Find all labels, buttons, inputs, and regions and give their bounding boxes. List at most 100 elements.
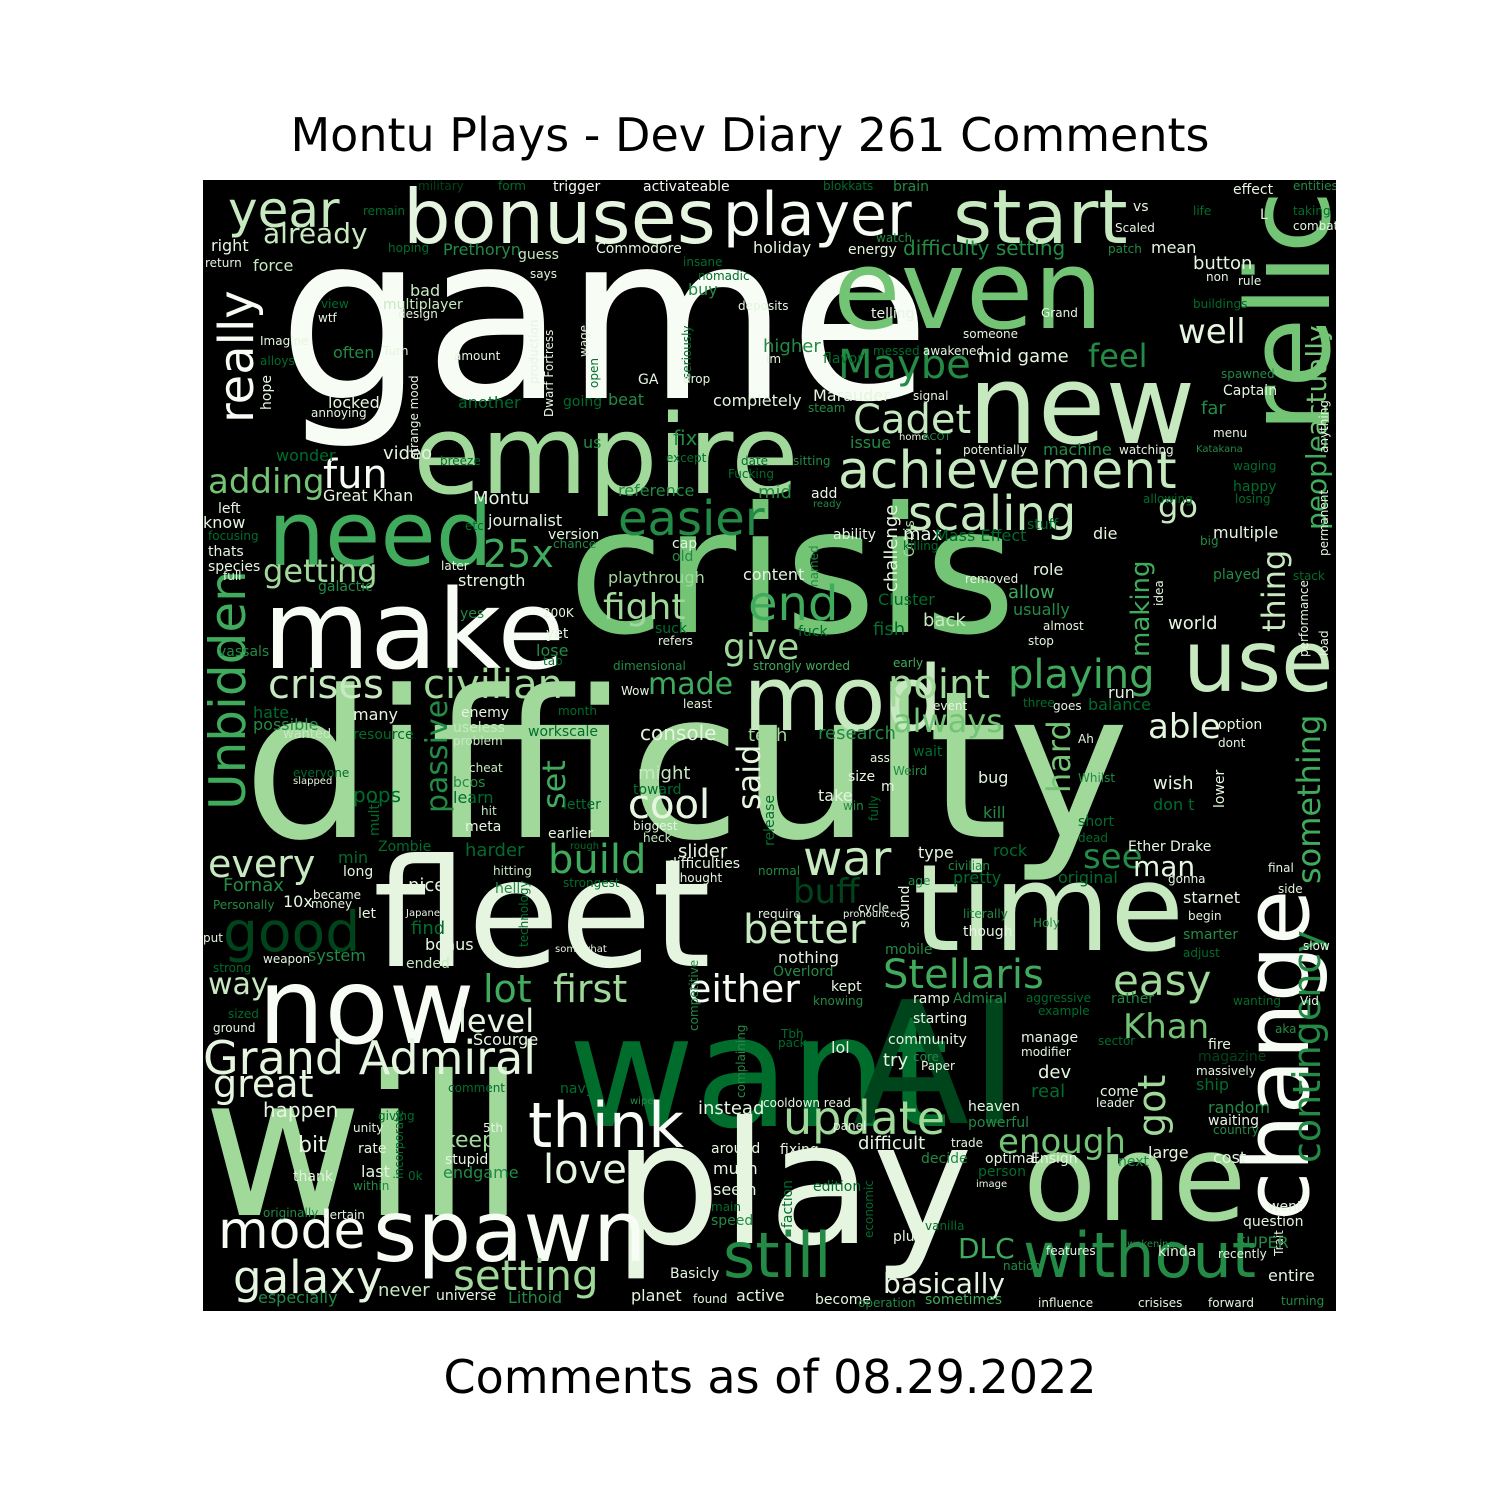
cloud-word: fun bbox=[323, 452, 388, 498]
cloud-word: either bbox=[688, 967, 800, 1011]
cloud-word: Ether Drake bbox=[1128, 839, 1212, 855]
cloud-word: every bbox=[208, 842, 316, 886]
cloud-word: decide bbox=[921, 1151, 968, 1167]
cloud-word: rather bbox=[1111, 991, 1155, 1007]
cloud-word: faction bbox=[780, 1179, 796, 1228]
cloud-word: will bbox=[203, 1034, 526, 1261]
cloud-word: Ah bbox=[1078, 732, 1094, 746]
cloud-word: add bbox=[811, 486, 838, 502]
cloud-word: run bbox=[1108, 683, 1135, 702]
cloud-word: wait bbox=[913, 744, 943, 760]
cloud-word: playthrough bbox=[608, 568, 705, 587]
cloud-word: 10x bbox=[283, 892, 313, 911]
cloud-word: chance bbox=[553, 537, 597, 551]
cloud-word: open bbox=[587, 358, 601, 388]
cloud-word: random bbox=[1208, 1098, 1271, 1117]
cloud-word: permanent bbox=[1317, 489, 1331, 556]
cloud-word: Imagine bbox=[260, 334, 309, 348]
cloud-word: galaxy bbox=[233, 1251, 383, 1304]
cloud-word: useless bbox=[453, 720, 505, 736]
cloud-word: month bbox=[558, 704, 597, 718]
cloud-word: Montu bbox=[473, 488, 530, 509]
footer-caption: Comments as of 08.29.2022 bbox=[443, 1350, 1097, 1404]
cloud-word: hit bbox=[481, 804, 497, 818]
cloud-word: Ensign bbox=[1031, 1151, 1078, 1167]
cloud-word: giving bbox=[378, 1109, 415, 1123]
cloud-word: became bbox=[313, 888, 362, 902]
cloud-word: massively bbox=[1196, 1064, 1256, 1078]
cloud-word: strongly worded bbox=[753, 659, 850, 673]
cloud-word: difficulty setting bbox=[903, 236, 1066, 260]
cloud-word: ACOT bbox=[923, 432, 951, 443]
cloud-word: form bbox=[498, 180, 526, 193]
cloud-word: Unbidden bbox=[203, 570, 257, 810]
cloud-word: already bbox=[263, 217, 368, 250]
cloud-word: question bbox=[1243, 1214, 1304, 1230]
cloud-word: Dwarf Fortress bbox=[542, 329, 556, 417]
cloud-word: Cadet bbox=[853, 397, 972, 443]
cloud-word: early bbox=[893, 656, 924, 670]
cloud-word: competitive bbox=[687, 959, 701, 1031]
cloud-word: played bbox=[1213, 567, 1261, 583]
cloud-word: Fucking bbox=[728, 467, 774, 481]
cloud-word: edition bbox=[813, 1179, 862, 1195]
cloud-word: idea bbox=[1152, 580, 1166, 606]
cloud-word: Grand bbox=[1041, 306, 1078, 320]
cloud-word: possible bbox=[253, 715, 319, 734]
cloud-word: taking bbox=[1293, 204, 1331, 218]
cloud-word: focusing bbox=[208, 529, 259, 543]
cloud-word: win bbox=[843, 799, 864, 813]
cloud-word: load bbox=[1317, 630, 1331, 656]
cloud-word: die bbox=[1093, 524, 1118, 543]
cloud-word: dont bbox=[1218, 736, 1246, 750]
cloud-word: kinda bbox=[1158, 1244, 1197, 1260]
cloud-word: menu bbox=[1213, 426, 1248, 440]
cloud-word: normal bbox=[758, 864, 801, 878]
cloud-word: money bbox=[311, 897, 353, 911]
cloud-word: sound bbox=[897, 885, 913, 929]
cloud-word: end bbox=[748, 576, 839, 632]
cloud-word: knowing bbox=[813, 994, 864, 1008]
cloud-word: Japanese bbox=[406, 908, 452, 919]
cloud-word: aka bbox=[1275, 1022, 1297, 1036]
cloud-word: activateable bbox=[643, 180, 730, 195]
cloud-word: full bbox=[223, 569, 242, 583]
cloud-word: bonus bbox=[425, 935, 474, 954]
cloud-word: went bbox=[1268, 1199, 1303, 1215]
cloud-word: m bbox=[881, 779, 895, 795]
cloud-word: think bbox=[528, 1089, 685, 1162]
cloud-word: stack bbox=[1293, 569, 1325, 583]
cloud-word: happen bbox=[263, 1098, 339, 1122]
cloud-word: tab bbox=[543, 654, 563, 668]
cloud-word: now bbox=[258, 946, 475, 1068]
cloud-word: says bbox=[530, 267, 557, 281]
cloud-word: GA bbox=[638, 372, 659, 388]
cloud-word: cost bbox=[1213, 1148, 1247, 1167]
cloud-word: cycle bbox=[858, 901, 890, 915]
cloud-word: Basicly bbox=[670, 1266, 720, 1282]
cloud-word: thats bbox=[208, 544, 244, 560]
cloud-word: beat bbox=[608, 390, 645, 409]
cloud-word: better bbox=[743, 907, 866, 953]
cloud-word: magazine bbox=[1198, 1049, 1267, 1065]
cloud-word: want bbox=[568, 982, 949, 1163]
cloud-word: fixing bbox=[780, 1142, 819, 1158]
cloud-word: console bbox=[640, 721, 717, 745]
cloud-word: starnet bbox=[1183, 888, 1240, 907]
cloud-word: enemy bbox=[461, 705, 510, 721]
cloud-word: often bbox=[333, 343, 375, 362]
cloud-word: might bbox=[638, 763, 691, 784]
cloud-word: challenge bbox=[881, 504, 902, 592]
cloud-word: keep bbox=[443, 1128, 496, 1153]
cloud-word: time bbox=[913, 840, 1185, 979]
cloud-word: amount bbox=[454, 349, 501, 363]
cloud-word: mobile bbox=[885, 942, 933, 958]
cloud-word: rule bbox=[1238, 274, 1262, 288]
cloud-word: especially bbox=[258, 1288, 338, 1307]
cloud-word: got bbox=[1130, 1074, 1174, 1137]
cloud-word: Lithoid bbox=[508, 1288, 563, 1307]
cloud-word: toward bbox=[633, 782, 682, 798]
cloud-word: adding bbox=[208, 462, 325, 502]
cloud-word: new bbox=[968, 341, 1196, 469]
cloud-word: hoping bbox=[388, 241, 430, 255]
